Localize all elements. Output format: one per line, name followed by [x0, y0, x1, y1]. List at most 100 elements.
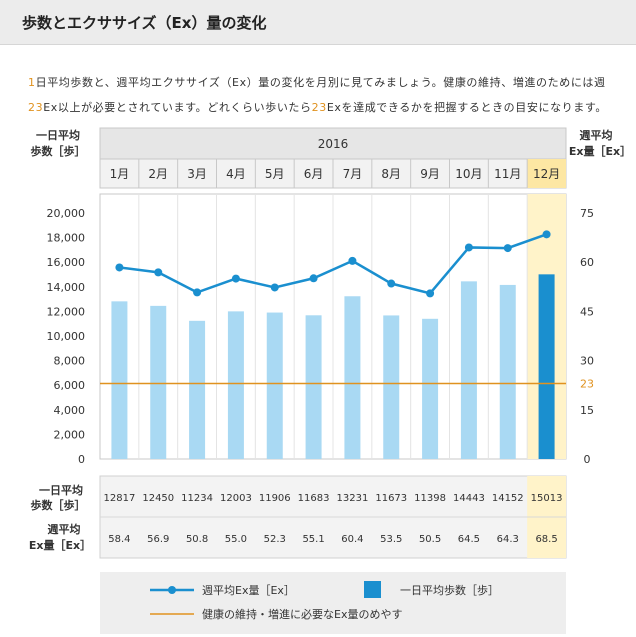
bar-steps	[499, 284, 516, 459]
ex-point	[542, 230, 551, 239]
table-cell-steps: 11234	[181, 493, 213, 504]
ex-point	[348, 256, 357, 265]
ex-point	[154, 268, 163, 277]
intro-text-part: 日平均歩数と、週平均エクササイズ（Ex）量の変化を月別に見てみましょう。健康の維…	[35, 76, 606, 89]
bar-steps	[383, 315, 400, 459]
table-cell-ex: 64.5	[458, 534, 480, 545]
legend-line-label: 週平均Ex量［Ex］	[202, 584, 295, 597]
table-cell-steps: 11673	[375, 493, 407, 504]
month-label: 4月	[226, 167, 246, 181]
month-label: 6月	[304, 167, 324, 181]
left-axis-tick: 18,000	[47, 232, 86, 245]
bar-steps	[460, 281, 477, 459]
table-cell-ex: 55.0	[225, 534, 247, 545]
right-axis-tick: 60	[580, 256, 594, 269]
year-label: 2016	[318, 137, 349, 151]
reference-label: 23	[580, 378, 594, 391]
left-axis-tick: 0	[78, 453, 85, 466]
right-axis-tick: 30	[580, 355, 594, 368]
bar-steps	[111, 301, 128, 459]
table-cell-ex: 50.5	[419, 534, 441, 545]
table-cell-steps: 12450	[142, 493, 174, 504]
left-axis-tick: 4,000	[54, 404, 86, 417]
right-axis-title: Ex量［Ex］	[569, 144, 631, 158]
table-row-label: Ex量［Ex］	[29, 538, 91, 552]
table-cell-ex: 58.4	[108, 534, 130, 545]
month-label: 3月	[187, 167, 207, 181]
table-cell-steps: 11683	[298, 493, 330, 504]
table-cell-ex: 50.8	[186, 534, 208, 545]
month-label: 1月	[110, 167, 130, 181]
month-label: 5月	[265, 167, 285, 181]
intro-number: 23	[311, 101, 327, 114]
month-label: 9月	[420, 167, 440, 181]
bar-steps	[189, 320, 206, 459]
table-cell-steps: 13231	[337, 493, 369, 504]
left-axis-title: 歩数［歩］	[31, 144, 86, 158]
month-label: 12月	[533, 167, 560, 181]
ex-point	[193, 288, 202, 297]
legend-bar-label: 一日平均歩数［歩］	[400, 583, 499, 597]
month-label: 8月	[381, 167, 401, 181]
intro-text-part: Exを達成できるかを把握するときの目安になります。	[326, 101, 607, 114]
bar-steps	[227, 311, 244, 459]
table-cell-ex: 68.5	[535, 534, 557, 545]
bar-steps	[305, 315, 322, 459]
left-axis-tick: 12,000	[47, 305, 86, 318]
intro-text: 1日平均歩数と、週平均エクササイズ（Ex）量の変化を月別に見てみましょう。健康の…	[28, 70, 632, 120]
month-label: 2月	[148, 167, 168, 181]
legend-bar-swatch	[364, 581, 381, 598]
table-cell-steps: 14443	[453, 493, 485, 504]
table-row-label: 一日平均	[39, 483, 83, 497]
month-highlight	[527, 159, 566, 188]
bar-steps	[150, 305, 167, 459]
table-cell-steps: 14152	[492, 493, 524, 504]
intro-number: 23	[28, 101, 44, 114]
table-cell-steps: 11906	[259, 493, 291, 504]
month-label: 7月	[343, 167, 363, 181]
intro-text-part: Ex以上が必要とされています。どれくらい歩いたら	[43, 101, 312, 114]
table-cell-ex: 60.4	[341, 534, 363, 545]
table-cell-ex: 55.1	[302, 534, 324, 545]
intro-number: 1	[28, 76, 36, 89]
table-cell-ex: 56.9	[147, 534, 169, 545]
right-axis-tick: 15	[580, 404, 594, 417]
right-axis-tick: 45	[580, 305, 594, 318]
left-axis-tick: 10,000	[47, 330, 86, 343]
left-axis-tick: 8,000	[54, 355, 86, 368]
month-label: 11月	[494, 167, 521, 181]
ex-line	[119, 233, 548, 295]
table-cell-steps: 12003	[220, 493, 252, 504]
right-axis-title: 週平均	[580, 128, 613, 142]
bar-steps	[422, 318, 439, 459]
right-axis-tick: 0	[584, 453, 591, 466]
ex-point	[270, 283, 279, 292]
ex-point	[387, 279, 396, 288]
page-title: 歩数とエクササイズ（Ex）量の変化	[22, 14, 267, 32]
table-cell-ex: 64.3	[497, 534, 519, 545]
table-cell-steps: 15013	[531, 493, 563, 504]
left-axis-tick: 6,000	[54, 379, 86, 392]
ex-point	[464, 243, 473, 252]
month-label: 10月	[455, 167, 482, 181]
ex-point	[503, 244, 512, 253]
table-row-label: 週平均	[48, 522, 81, 536]
year-header	[99, 127, 567, 160]
table-cell-steps: 12817	[104, 493, 136, 504]
left-axis-tick: 14,000	[47, 281, 86, 294]
table-cell-ex: 52.3	[264, 534, 286, 545]
ex-point	[231, 274, 240, 283]
left-axis-tick: 2,000	[54, 428, 86, 441]
legend-box	[100, 572, 566, 634]
header-bar: 歩数とエクササイズ（Ex）量の変化	[0, 0, 636, 45]
right-axis-tick: 75	[580, 207, 594, 220]
legend-line-marker	[168, 586, 176, 594]
legend-reference-label: 健康の維持・増進に必要なEx量のめやす	[202, 607, 402, 621]
bar-steps	[344, 296, 361, 459]
table-cell-steps: 11398	[414, 493, 446, 504]
ex-point	[115, 263, 124, 272]
table-cell-ex: 53.5	[380, 534, 402, 545]
table-row-label: 歩数［歩］	[31, 498, 86, 512]
bar-steps	[538, 274, 555, 459]
